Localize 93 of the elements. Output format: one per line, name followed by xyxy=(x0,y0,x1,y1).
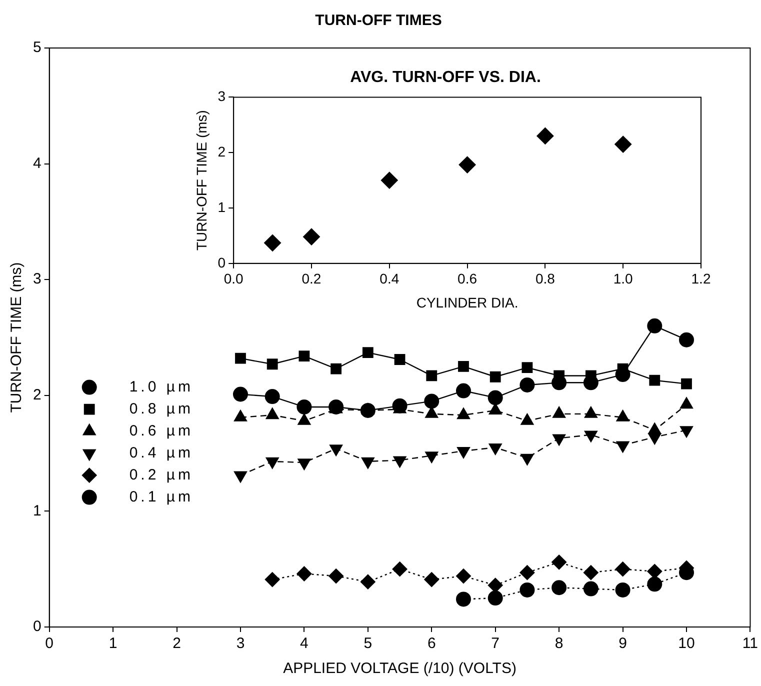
point xyxy=(266,358,278,370)
x-tick-label: 1.2 xyxy=(691,270,711,287)
y-tick-label: 1 xyxy=(218,198,226,215)
legend-label: 0.1 µm xyxy=(129,488,194,506)
point xyxy=(264,234,282,252)
point xyxy=(583,565,598,580)
x-tick-label: 6 xyxy=(427,635,436,652)
point xyxy=(302,228,320,246)
point xyxy=(235,352,246,364)
x-tick-label: 0.0 xyxy=(224,270,244,287)
x-axis-title: APPLIED VOLTAGE (/10) (VOLTS) xyxy=(283,660,516,678)
x-tick-label: 0.4 xyxy=(380,270,400,287)
point xyxy=(647,576,662,592)
point xyxy=(456,592,471,607)
point xyxy=(298,350,310,362)
x-tick-label: 0.8 xyxy=(535,270,556,287)
x-axis-title: CYLINDER DIA. xyxy=(416,294,518,310)
point xyxy=(615,367,630,382)
point xyxy=(647,564,662,579)
y-tick-label: 5 xyxy=(33,39,42,56)
y-tick-label: 2 xyxy=(218,143,226,160)
point xyxy=(522,362,533,374)
point xyxy=(520,565,535,580)
y-tick-label: 4 xyxy=(33,154,42,172)
point xyxy=(488,390,503,406)
point xyxy=(360,574,376,590)
point xyxy=(424,394,440,409)
legend-label: 0.8 µm xyxy=(129,400,194,418)
x-tick-label: 0.2 xyxy=(302,270,322,287)
x-tick-label: 0 xyxy=(45,635,54,652)
y-tick-label: 1 xyxy=(33,502,42,520)
point xyxy=(615,562,630,577)
point xyxy=(614,136,632,153)
chart-title: TURN-OFF TIMES xyxy=(315,12,442,30)
legend-label: 0.6 µm xyxy=(129,422,194,440)
point xyxy=(330,363,342,374)
point xyxy=(360,402,376,418)
point xyxy=(380,172,398,189)
x-tick-label: 2 xyxy=(172,635,181,652)
x-tick-label: 4 xyxy=(300,635,308,652)
y-tick-label: 3 xyxy=(218,88,226,104)
x-tick-label: 11 xyxy=(742,635,758,652)
y-tick-label: 0 xyxy=(218,254,226,270)
x-tick-label: 0.6 xyxy=(458,270,478,287)
x-tick-label: 7 xyxy=(491,635,500,652)
x-tick-label: 5 xyxy=(364,635,372,652)
point xyxy=(232,386,248,402)
point xyxy=(362,347,374,358)
point xyxy=(552,580,567,596)
point xyxy=(552,554,567,570)
point xyxy=(615,582,630,598)
point xyxy=(583,581,598,596)
x-tick-label: 1.0 xyxy=(613,270,634,287)
y-axis-title: TURN-OFF TIME (ms) xyxy=(193,110,210,251)
point xyxy=(490,371,501,382)
point xyxy=(456,383,471,398)
x-tick-label: 8 xyxy=(554,635,564,652)
point xyxy=(424,572,440,588)
point xyxy=(488,578,503,593)
x-tick-label: 3 xyxy=(236,635,245,652)
legend-label: 1.0 µm xyxy=(129,378,194,396)
point xyxy=(456,568,471,584)
point xyxy=(520,377,535,392)
point xyxy=(296,566,312,582)
y-tick-label: 0 xyxy=(33,618,42,636)
point xyxy=(264,572,280,588)
point xyxy=(647,318,662,334)
point xyxy=(458,361,469,372)
point xyxy=(583,375,598,390)
point xyxy=(392,562,408,577)
point xyxy=(520,582,535,598)
point xyxy=(679,332,694,348)
point xyxy=(488,590,503,606)
y-tick-label: 2 xyxy=(33,386,42,404)
legend-label: 0.2 µm xyxy=(129,466,194,484)
x-tick-label: 1 xyxy=(108,635,118,652)
x-tick-label: 10 xyxy=(678,635,695,652)
point xyxy=(426,370,438,382)
point xyxy=(296,399,312,414)
point xyxy=(681,378,692,390)
point xyxy=(649,374,660,386)
point xyxy=(328,568,344,584)
point xyxy=(552,375,567,390)
point xyxy=(392,398,408,414)
x-tick-label: 9 xyxy=(618,635,627,652)
point xyxy=(536,127,554,144)
point xyxy=(264,389,280,404)
point xyxy=(394,354,406,365)
legend-label: 0.4 µm xyxy=(129,444,194,462)
chart-title: AVG. TURN-OFF VS. DIA. xyxy=(350,69,541,86)
y-axis-title: TURN-OFF TIME (ms) xyxy=(8,262,26,413)
point xyxy=(458,156,476,174)
point xyxy=(456,446,470,458)
